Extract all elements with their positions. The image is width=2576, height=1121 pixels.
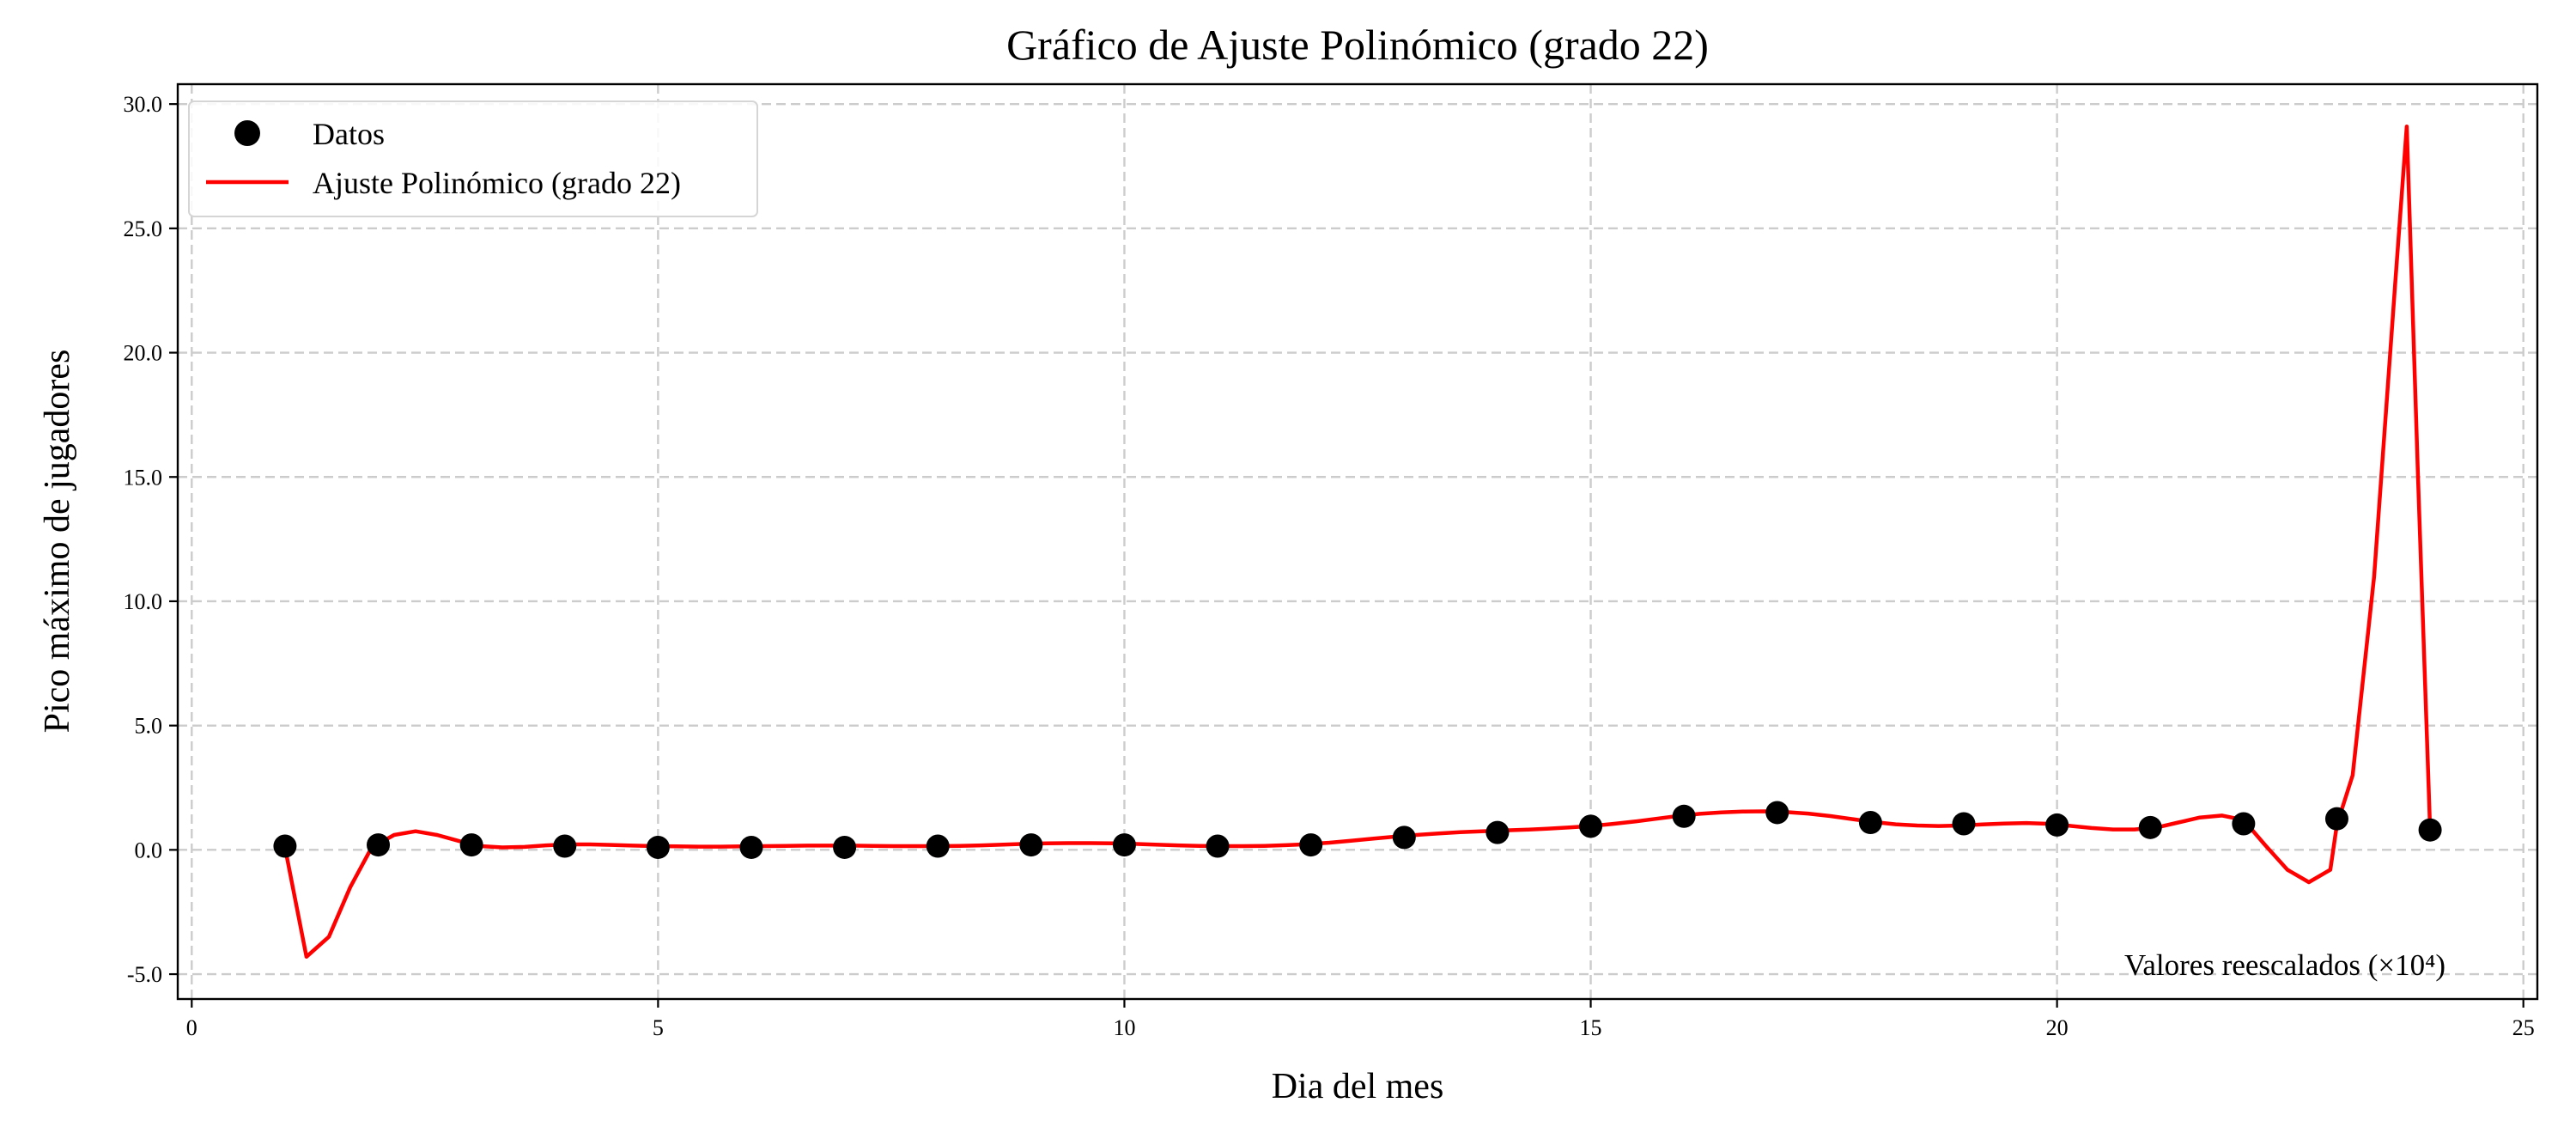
legend-marker-datos	[234, 120, 260, 146]
data-point	[367, 833, 391, 857]
data-point	[1672, 804, 1696, 828]
data-point	[2232, 812, 2256, 836]
data-point	[2138, 815, 2162, 839]
data-point	[1299, 833, 1323, 857]
data-point	[1952, 812, 1976, 836]
y-tick-label: 30.0	[124, 92, 163, 117]
ticks: 0 5 10 15 20 25 -5.0 0.0 5.0 10.0 15.0 20.0 25.0 30.0	[124, 92, 2535, 1040]
y-tick-label: 25.0	[124, 216, 163, 241]
data-point	[459, 833, 483, 857]
data-point	[739, 835, 763, 859]
legend-label-fit: Ajuste Polinómico (grado 22)	[313, 166, 681, 200]
data-point	[1485, 820, 1510, 844]
x-tick-label: 0	[186, 1015, 197, 1040]
data-point	[1765, 801, 1789, 825]
data-points-layer	[273, 801, 2442, 859]
data-point	[833, 835, 857, 859]
y-tick-label: 20.0	[124, 341, 163, 366]
data-point	[553, 834, 577, 858]
x-tick-label: 20	[2046, 1015, 2069, 1040]
y-tick-label: 15.0	[124, 465, 163, 490]
data-point	[2045, 813, 2069, 837]
y-tick-label: -5.0	[127, 962, 162, 987]
y-tick-label: 10.0	[124, 589, 163, 614]
x-tick-label: 25	[2512, 1015, 2535, 1040]
chart-title: Gráfico de Ajuste Polinómico (grado 22)	[1006, 21, 1709, 69]
rescale-annotation: Valores reescalados (×10⁴)	[2124, 948, 2445, 982]
x-tick-label: 5	[653, 1015, 664, 1040]
data-point	[1112, 833, 1136, 857]
data-point	[1858, 811, 1882, 835]
x-axis-label: Dia del mes	[1272, 1067, 1444, 1106]
data-point	[926, 834, 950, 858]
legend: Datos Ajuste Polinómico (grado 22)	[188, 101, 758, 217]
legend-box	[188, 101, 758, 217]
data-point	[2418, 818, 2442, 842]
data-point	[2324, 807, 2348, 831]
data-point	[1019, 833, 1043, 857]
data-point	[273, 834, 297, 858]
data-point	[1579, 814, 1603, 838]
y-tick-label: 5.0	[135, 714, 163, 739]
grid	[178, 84, 2537, 999]
data-point	[1206, 834, 1230, 858]
x-tick-label: 15	[1580, 1015, 1602, 1040]
data-point	[646, 835, 670, 859]
plot-frame	[176, 82, 2539, 1001]
y-axis-label: Pico máximo de jugadores	[38, 350, 77, 734]
legend-label-datos: Datos	[313, 117, 385, 151]
y-tick-label: 0.0	[135, 838, 163, 862]
x-tick-label: 10	[1113, 1015, 1135, 1040]
data-point	[1392, 826, 1416, 850]
